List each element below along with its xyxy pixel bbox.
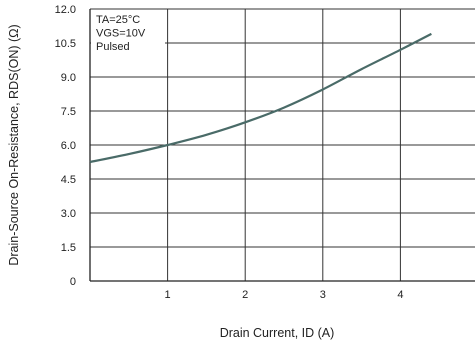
- y-tick-label: 9.0: [61, 72, 76, 84]
- x-tick-label: 2: [242, 289, 248, 301]
- grid: [90, 8, 475, 282]
- y-tick-label: 4.5: [61, 174, 76, 186]
- y-tick-label: 10.5: [55, 38, 76, 50]
- conditions-box: TA=25°C VGS=10V Pulsed: [91, 10, 165, 62]
- y-tick-label: 0: [70, 276, 76, 288]
- x-axis-label: Drain Current, ID (A): [220, 326, 335, 340]
- x-tick-label: 1: [165, 289, 171, 301]
- conditions-background: [91, 10, 165, 62]
- y-tick-label: 7.5: [61, 106, 76, 118]
- y-tick-label: 6.0: [61, 140, 76, 152]
- rds-on-curve: [89, 32, 432, 164]
- series-layer: [89, 32, 432, 164]
- y-tick-label: 3.0: [61, 208, 76, 220]
- y-axis-label: Drain-Source On-Resistance, RDS(ON) (Ω): [7, 24, 21, 265]
- y-tick-label: 12.0: [55, 4, 76, 16]
- x-tick-label: 4: [397, 289, 403, 301]
- y-tick-labels: 0 1.5 3.0 4.5 6.0 7.5 9.0 10.5 12.0: [55, 4, 76, 288]
- condition-temperature: TA=25°C: [96, 14, 140, 26]
- condition-gate-voltage: VGS=10V: [96, 28, 146, 40]
- y-tick-label: 1.5: [61, 242, 76, 254]
- condition-pulsed: Pulsed: [96, 41, 130, 53]
- x-tick-labels: 12345: [165, 289, 475, 301]
- plot-frame: [89, 9, 475, 282]
- x-tick-label: 3: [320, 289, 326, 301]
